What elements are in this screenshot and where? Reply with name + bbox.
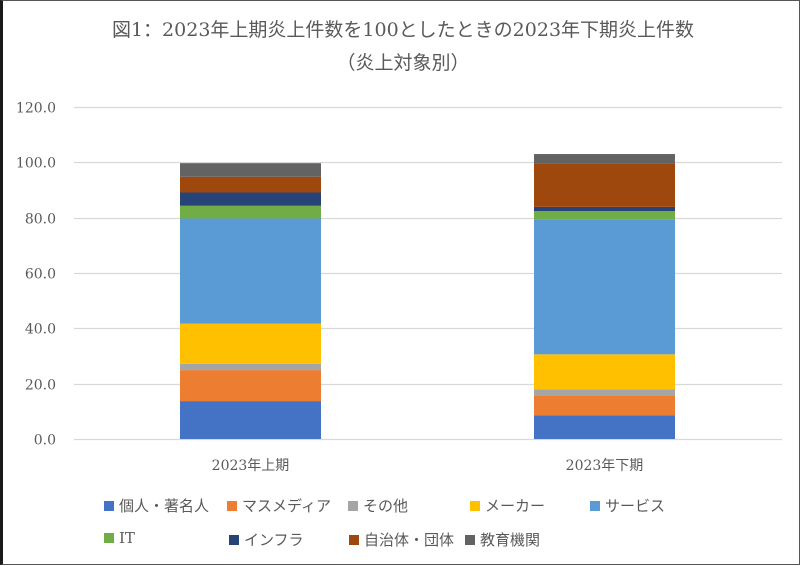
bar-segment [534, 395, 675, 416]
bar-segment [180, 401, 321, 439]
legend-item: メーカー [470, 495, 545, 516]
legend-item: 個人・著名人 [104, 495, 209, 516]
bar-segment [180, 323, 321, 364]
legend-swatch [470, 500, 480, 511]
bar-segment [534, 154, 675, 164]
legend-label: サービス [605, 497, 666, 515]
legend-swatch [465, 534, 475, 545]
bar-segment [534, 354, 675, 390]
bar-stack [180, 163, 321, 439]
legend-label: 自治体・団体 [364, 531, 455, 549]
x-category-label: 2023年上期 [212, 458, 290, 474]
y-tick-label: 40.0 [25, 322, 56, 338]
legend-swatch [348, 500, 358, 511]
legend-swatch [229, 534, 239, 545]
y-tick-label: 80.0 [25, 212, 56, 228]
y-tick-label: 120.0 [16, 101, 56, 117]
y-axis-ticks: 0.0 20.0 40.0 60.0 80.0 100.0 120.0 [16, 101, 56, 449]
legend-swatch [349, 534, 359, 545]
legend-label: メーカー [485, 497, 546, 515]
bar-segment [534, 415, 675, 439]
legend-item: 教育機関 [465, 529, 540, 550]
y-tick-label: 0.0 [34, 433, 56, 449]
bars [180, 154, 675, 439]
bar-segment [180, 370, 321, 402]
legend-item: インフラ [229, 529, 304, 550]
bar-segment [534, 163, 675, 207]
y-tick-label: 20.0 [25, 378, 56, 394]
legend-label: マスメディア [242, 497, 331, 515]
legend-label: 個人・著名人 [119, 497, 210, 515]
legend-swatch [227, 500, 237, 511]
legend: 個人・著名人 マスメディア その他 メーカー サービス IT インフラ 自治体・団体 教育機関 [3, 1, 800, 566]
x-category-label: 2023年下期 [566, 458, 644, 474]
legend-item: マスメディア [227, 495, 331, 516]
legend-swatch [104, 500, 114, 511]
bar-stack [534, 154, 675, 439]
bar-segment [180, 218, 321, 324]
bar-segment [534, 206, 675, 212]
y-tick-label: 100.0 [16, 156, 56, 172]
chart-title: 図1：2023年上期炎上件数を100としたときの2023年下期炎上件数 [111, 19, 695, 41]
legend-item: その他 [348, 495, 408, 516]
bar-segment [180, 176, 321, 193]
legend-label: 教育機関 [480, 531, 541, 549]
legend-item: 自治体・団体 [349, 529, 454, 550]
bar-segment [180, 163, 321, 177]
chart-subtitle: （炎上対象別） [336, 52, 470, 74]
bar-segment [534, 219, 675, 355]
legend-item: サービス [590, 495, 665, 516]
legend-swatch [590, 500, 600, 511]
bar-segment [534, 389, 675, 396]
y-tick-label: 60.0 [25, 267, 56, 283]
legend-swatch [104, 533, 114, 543]
legend-item: IT [104, 529, 135, 547]
x-axis-categories: 2023年上期 2023年下期 [212, 458, 644, 474]
bar-segment [180, 192, 321, 206]
bar-segment [534, 211, 675, 220]
legend-label: インフラ [244, 531, 304, 549]
legend-label: IT [119, 529, 135, 547]
bar-segment [180, 363, 321, 371]
legend-label: その他 [363, 497, 409, 515]
bar-segment [180, 205, 321, 219]
